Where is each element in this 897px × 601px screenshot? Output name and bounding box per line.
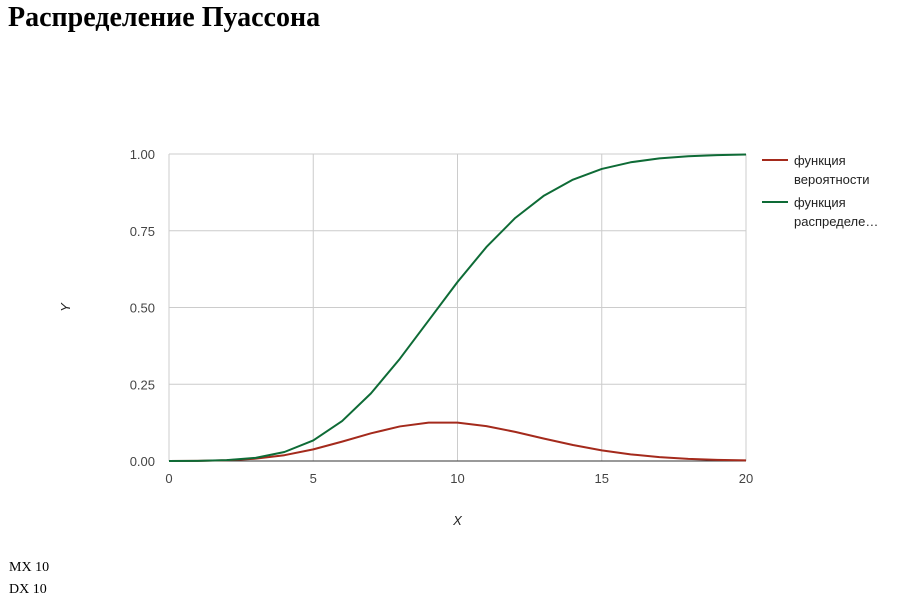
series-line-1 [168, 421, 747, 462]
dx-label: DX [9, 582, 30, 597]
x-tick-label: 20 [739, 471, 753, 486]
y-tick-label: 0.50 [130, 301, 155, 316]
mx-label: MX [9, 560, 32, 575]
legend-label-2: распределе… [794, 214, 878, 229]
x-tick-label: 5 [310, 471, 317, 486]
legend-label-1: вероятности [794, 172, 870, 187]
mx-value: 10 [35, 560, 50, 575]
series-line-2 [168, 153, 747, 462]
dx-value: 10 [32, 582, 47, 597]
x-tick-label: 10 [450, 471, 464, 486]
mx-line: MX 10 [9, 560, 49, 576]
legend-label-1: функция [794, 153, 846, 168]
x-tick-label: 15 [595, 471, 609, 486]
legend-label-2: функция [794, 195, 846, 210]
y-tick-label: 0.25 [130, 377, 155, 392]
x-tick-label: 0 [165, 471, 172, 486]
dx-line: DX 10 [9, 582, 47, 598]
y-tick-label: 1.00 [130, 147, 155, 162]
page-title: Распределение Пуассона [8, 2, 321, 33]
y-tick-label: 0.00 [130, 454, 155, 469]
x-axis-title: X [452, 513, 463, 528]
y-tick-label: 0.75 [130, 224, 155, 239]
y-axis-title: Y [58, 302, 73, 312]
